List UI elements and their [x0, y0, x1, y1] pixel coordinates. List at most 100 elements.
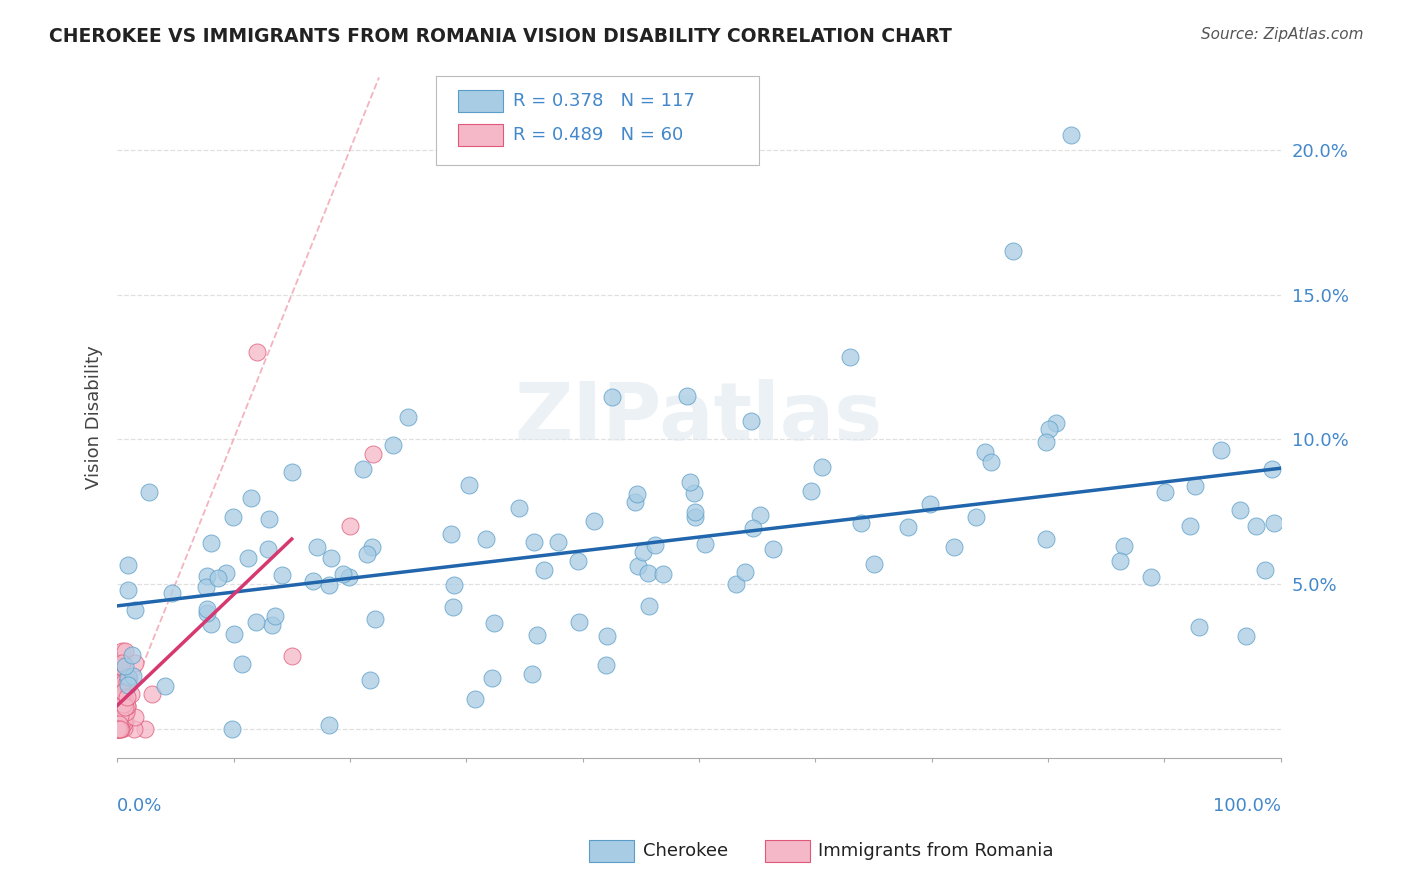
Point: [222, 627, 245, 641]
Point: [114, 700, 136, 714]
Point: [112, 698, 135, 712]
Point: [246, 345, 269, 359]
Point: [112, 683, 135, 698]
Text: Cherokee: Cherokee: [643, 842, 728, 860]
Point: [108, 668, 131, 682]
Point: [440, 527, 463, 541]
Point: [547, 534, 569, 549]
Text: R = 0.378   N = 117: R = 0.378 N = 117: [513, 92, 695, 110]
Point: [361, 447, 384, 461]
Point: [256, 542, 278, 557]
Point: [110, 722, 132, 736]
Point: [638, 599, 661, 614]
Point: [111, 673, 134, 687]
Point: [115, 672, 138, 686]
Point: [800, 483, 823, 498]
Point: [1139, 570, 1161, 584]
Point: [1112, 539, 1135, 553]
Point: [115, 678, 138, 692]
Point: [195, 607, 218, 621]
Point: [270, 568, 292, 582]
Text: ZIPatlas: ZIPatlas: [515, 378, 883, 457]
Point: [920, 497, 942, 511]
Point: [1188, 620, 1211, 634]
Point: [481, 671, 503, 685]
Point: [110, 710, 132, 724]
Point: [124, 709, 146, 723]
Point: [1254, 563, 1277, 577]
Point: [200, 616, 222, 631]
Point: [1184, 479, 1206, 493]
Point: [637, 566, 659, 581]
Point: [897, 520, 920, 534]
Point: [633, 545, 655, 559]
Point: [1153, 485, 1175, 500]
Point: [965, 510, 987, 524]
Point: [458, 478, 481, 492]
Point: [114, 693, 136, 707]
Point: [1060, 128, 1083, 143]
Point: [838, 350, 860, 364]
Point: [124, 657, 146, 671]
Point: [110, 689, 132, 703]
Y-axis label: Vision Disability: Vision Disability: [86, 346, 103, 490]
Point: [683, 486, 706, 500]
Point: [115, 705, 138, 719]
Point: [245, 615, 267, 630]
Point: [195, 602, 218, 616]
Point: [441, 600, 464, 615]
Point: [112, 689, 135, 703]
Text: Source: ZipAtlas.com: Source: ZipAtlas.com: [1201, 27, 1364, 42]
Point: [1229, 503, 1251, 517]
Point: [118, 671, 141, 685]
Point: [238, 550, 260, 565]
Point: [740, 414, 762, 428]
Point: [115, 698, 138, 713]
Point: [194, 580, 217, 594]
Point: [762, 542, 785, 557]
Text: 100.0%: 100.0%: [1213, 797, 1281, 814]
Point: [464, 692, 486, 706]
Point: [508, 500, 530, 515]
Point: [644, 538, 666, 552]
Point: [111, 658, 134, 673]
Point: [124, 603, 146, 617]
Point: [134, 722, 156, 736]
Point: [108, 709, 131, 723]
Point: [741, 521, 763, 535]
Text: 0.0%: 0.0%: [117, 797, 163, 814]
Point: [693, 537, 716, 551]
Point: [301, 574, 323, 588]
Point: [1108, 554, 1130, 568]
Point: [115, 699, 138, 714]
Point: [117, 582, 139, 597]
Point: [111, 690, 134, 704]
Point: [114, 713, 136, 727]
Point: [679, 475, 702, 490]
Point: [1035, 533, 1057, 547]
Point: [568, 615, 591, 630]
Point: [110, 658, 132, 673]
Point: [111, 672, 134, 686]
Point: [108, 716, 131, 731]
Point: [117, 558, 139, 572]
Text: CHEROKEE VS IMMIGRANTS FROM ROMANIA VISION DISABILITY CORRELATION CHART: CHEROKEE VS IMMIGRANTS FROM ROMANIA VISI…: [49, 27, 952, 45]
Point: [523, 535, 546, 549]
Point: [115, 690, 138, 704]
Point: [318, 577, 340, 591]
Point: [600, 390, 623, 404]
Point: [396, 409, 419, 424]
Point: [533, 563, 555, 577]
Point: [734, 565, 756, 579]
Point: [112, 697, 135, 711]
Point: [1045, 416, 1067, 430]
Point: [1234, 629, 1257, 643]
Point: [484, 616, 506, 631]
Point: [264, 609, 287, 624]
Point: [526, 628, 548, 642]
Point: [200, 535, 222, 549]
Point: [112, 695, 135, 709]
Point: [382, 438, 405, 452]
Point: [624, 494, 647, 508]
Point: [111, 687, 134, 701]
